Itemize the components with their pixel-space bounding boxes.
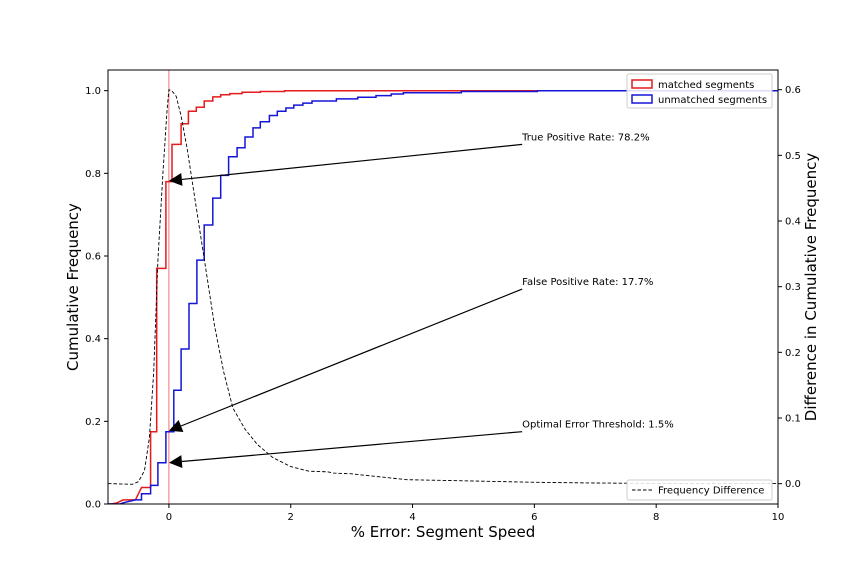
y2-axis-title: Difference in Cumulative Frequency [802,153,820,422]
legend-upper-box [626,73,773,109]
annotation-label: Optimal Error Threshold: 1.5% [522,420,674,431]
y-tick-label: 0.2 [85,417,101,428]
axes-layer: 0 2 4 6 8 10 0.0 0.2 0.4 0.6 0.8 1.0 0.0 0.1 0.2 0.3 0.4… [85,69,801,523]
y-axis-title: Cumulative Frequency [64,203,82,371]
y-tick-label: 0.6 [85,252,101,263]
annotation-arrow-head [168,420,184,432]
y-tick-label: 1.0 [85,86,101,97]
annotation-arrow-head [168,455,183,468]
y2-tick-label: 0.1 [785,413,801,424]
y2-tick-label: 0.2 [785,348,801,359]
annotation-arrow-line [181,431,523,463]
legend-lower-box [626,479,773,501]
y-tick-label: 0.4 [85,334,101,345]
y2-tick-label: 0.3 [785,282,801,293]
x-tick-label: 4 [409,512,415,523]
x-tick-label: 0 [166,512,172,523]
x-axis-title: % Error: Segment Speed [351,523,535,541]
y2-tick-label: 0.6 [785,85,801,96]
series-line-unmatched-segments [108,89,778,504]
legend-swatch [631,94,653,104]
series-line-frequency-difference [108,89,778,485]
x-tick-label: 10 [772,512,785,523]
legend-entry-label: matched segments [658,80,754,91]
annotation-arrow-line [180,288,523,427]
y-tick-label: 0.8 [85,169,101,180]
series-line-matched-segments [108,89,778,504]
x-tick-label: 2 [288,512,294,523]
annotations-layer: True Positive Rate: 78.2% False Positive … [168,132,674,468]
y-tick-label: 0.0 [85,500,101,511]
x-tick-label: 6 [531,512,537,523]
legend-entry-label: unmatched segments [658,95,767,106]
y2-tick-label: 0.0 [785,479,801,490]
y2-tick-label: 0.4 [785,217,801,228]
annotation-arrow-head [168,173,183,186]
legend-entry-label: Frequency Difference [658,486,764,497]
y2-tick-label: 0.5 [785,151,801,162]
annotation-arrow-line [181,143,523,181]
annotation-label: False Positive Rate: 17.7% [522,277,653,288]
series-layer [108,70,778,504]
legend-layer: matched segments unmatched segments Freque… [626,73,773,501]
x-tick-label: 8 [653,512,659,523]
plot-area [108,70,778,504]
annotation-label: True Positive Rate: 78.2% [521,132,649,143]
legend-swatch [631,79,653,89]
